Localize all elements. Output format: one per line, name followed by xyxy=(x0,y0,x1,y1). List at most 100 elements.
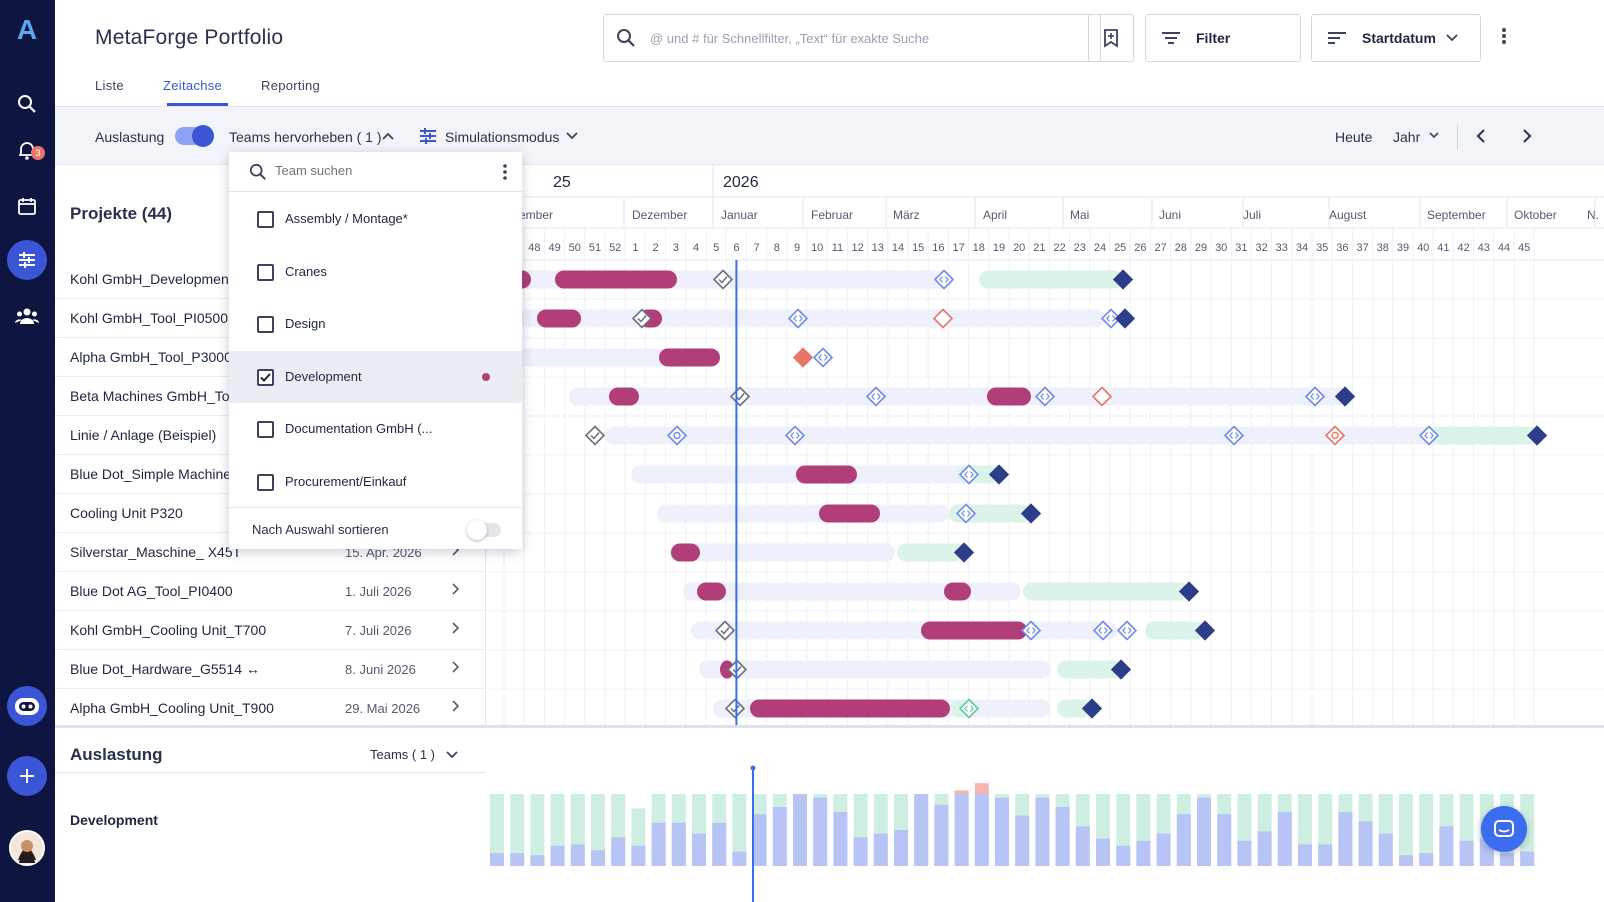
app-logo[interactable]: A xyxy=(7,10,47,50)
project-row[interactable]: Alpha GmbH_Cooling Unit_T900 29. Mai 2026 xyxy=(55,689,486,728)
team-bar[interactable] xyxy=(819,504,880,523)
milestone-final[interactable] xyxy=(1334,386,1356,407)
project-bar[interactable] xyxy=(699,660,1051,679)
team-option[interactable]: Procurement/Einkauf xyxy=(229,456,522,508)
completion-bar[interactable] xyxy=(897,543,964,562)
milestone-open[interactable] xyxy=(1100,308,1122,329)
milestone-final[interactable] xyxy=(1526,425,1548,446)
milestone-open[interactable] xyxy=(1092,620,1114,641)
milestone-warning[interactable] xyxy=(932,308,954,329)
team-option[interactable]: Documentation GmbH (... xyxy=(229,403,522,455)
milestone-warning[interactable] xyxy=(1324,425,1346,446)
checkbox[interactable] xyxy=(257,421,274,439)
milestone-open[interactable] xyxy=(784,425,806,446)
tab-liste[interactable]: Liste xyxy=(95,78,124,93)
milestone-warning[interactable] xyxy=(792,347,814,368)
chevron-left-icon[interactable] xyxy=(1476,129,1486,143)
sort-by-selection-toggle[interactable] xyxy=(467,520,501,540)
chevron-up-icon[interactable] xyxy=(382,132,394,140)
chat-support-button[interactable] xyxy=(1481,806,1527,852)
tab-reporting[interactable]: Reporting xyxy=(261,78,321,93)
milestone-open[interactable] xyxy=(787,308,809,329)
completion-bar[interactable] xyxy=(1432,426,1537,445)
milestone-warning[interactable] xyxy=(1091,386,1113,407)
chevron-right-icon[interactable] xyxy=(452,660,460,676)
milestone-open[interactable] xyxy=(865,386,887,407)
milestone-final[interactable] xyxy=(1112,269,1134,290)
completion-bar[interactable] xyxy=(1057,699,1092,718)
chevron-right-icon[interactable] xyxy=(452,621,460,637)
milestone-final[interactable] xyxy=(953,542,975,563)
team-bar[interactable] xyxy=(671,543,700,562)
project-row[interactable]: Kohl GmbH_Cooling Unit_T700 7. Juli 2026 xyxy=(55,611,486,650)
calendar-icon[interactable] xyxy=(7,186,47,226)
filter-button[interactable]: Filter xyxy=(1145,14,1301,62)
team-bar[interactable] xyxy=(944,582,971,601)
milestone-open[interactable] xyxy=(958,698,980,719)
milestone-final[interactable] xyxy=(1114,308,1136,329)
zoom-dropdown[interactable]: Jahr xyxy=(1393,129,1421,145)
checkbox[interactable] xyxy=(257,316,274,334)
checkbox[interactable] xyxy=(257,474,274,491)
milestone-final[interactable] xyxy=(1081,698,1103,719)
notifications-bell-icon[interactable]: 3 xyxy=(7,130,47,170)
chevron-down-icon[interactable] xyxy=(566,132,578,140)
milestone-open[interactable] xyxy=(1304,386,1326,407)
milestone-done[interactable] xyxy=(714,620,736,641)
team-bar[interactable] xyxy=(921,621,1027,640)
teams-highlight-dropdown[interactable]: Teams hervorheben ( 1 ) xyxy=(229,129,382,145)
search-box[interactable] xyxy=(603,14,1101,62)
timeline-nav-icon[interactable] xyxy=(7,240,47,280)
team-bar[interactable] xyxy=(750,699,950,718)
search-input[interactable] xyxy=(650,30,1080,46)
auslastung-toggle[interactable] xyxy=(175,125,214,147)
team-option[interactable]: Design xyxy=(229,298,522,350)
milestone-open[interactable] xyxy=(812,347,834,368)
milestone-open[interactable] xyxy=(955,503,977,524)
milestone-open[interactable] xyxy=(1034,386,1056,407)
team-bar[interactable] xyxy=(796,465,857,484)
team-people-icon[interactable] xyxy=(7,296,47,336)
milestone-open[interactable] xyxy=(933,269,955,290)
milestone-final[interactable] xyxy=(1178,581,1200,602)
project-row[interactable]: Blue Dot_Hardware_G5514 ↔ 8. Juni 2026 xyxy=(55,650,486,689)
team-search-input[interactable] xyxy=(275,163,475,178)
checkbox[interactable] xyxy=(257,211,274,228)
today-button[interactable]: Heute xyxy=(1335,129,1373,145)
checkbox-checked[interactable] xyxy=(257,368,274,386)
team-bar[interactable] xyxy=(555,270,677,289)
chevron-right-icon[interactable] xyxy=(452,699,460,715)
team-bar[interactable] xyxy=(659,348,720,367)
milestone-open[interactable] xyxy=(1020,620,1042,641)
assistant-robot-icon[interactable] xyxy=(7,686,47,726)
milestone-done[interactable] xyxy=(584,425,606,446)
team-option[interactable]: Cranes xyxy=(229,246,522,298)
user-avatar[interactable] xyxy=(7,828,47,868)
team-option[interactable]: Assembly / Montage* xyxy=(229,193,522,245)
add-plus-icon[interactable] xyxy=(7,756,47,796)
team-bar[interactable] xyxy=(609,387,639,406)
project-bar[interactable] xyxy=(605,426,1537,445)
project-bar[interactable] xyxy=(657,504,949,523)
chevron-down-icon[interactable] xyxy=(1429,132,1439,139)
chevron-right-icon[interactable] xyxy=(1522,129,1532,143)
completion-bar[interactable] xyxy=(979,270,1123,289)
tab-zeitachse[interactable]: Zeitachse xyxy=(163,78,223,93)
milestone-open[interactable] xyxy=(1418,425,1440,446)
completion-bar[interactable] xyxy=(1057,660,1121,679)
project-bar[interactable] xyxy=(487,348,703,367)
more-options-icon[interactable] xyxy=(1497,26,1511,50)
bookmark-button[interactable] xyxy=(1088,14,1134,62)
project-bar[interactable] xyxy=(683,582,1021,601)
milestone-open[interactable] xyxy=(958,464,980,485)
completion-bar[interactable] xyxy=(1023,582,1189,601)
sort-dropdown[interactable]: Startdatum xyxy=(1311,14,1481,62)
team-option[interactable]: Development xyxy=(229,350,522,403)
project-row[interactable]: Blue Dot AG_Tool_PI0400 1. Juli 2026 xyxy=(55,572,486,611)
milestone-final[interactable] xyxy=(1110,659,1132,680)
project-bar[interactable] xyxy=(691,621,1117,640)
milestone-open[interactable] xyxy=(666,425,688,446)
milestone-done[interactable] xyxy=(631,308,653,329)
project-bar[interactable] xyxy=(569,387,1347,406)
milestone-final[interactable] xyxy=(988,464,1010,485)
